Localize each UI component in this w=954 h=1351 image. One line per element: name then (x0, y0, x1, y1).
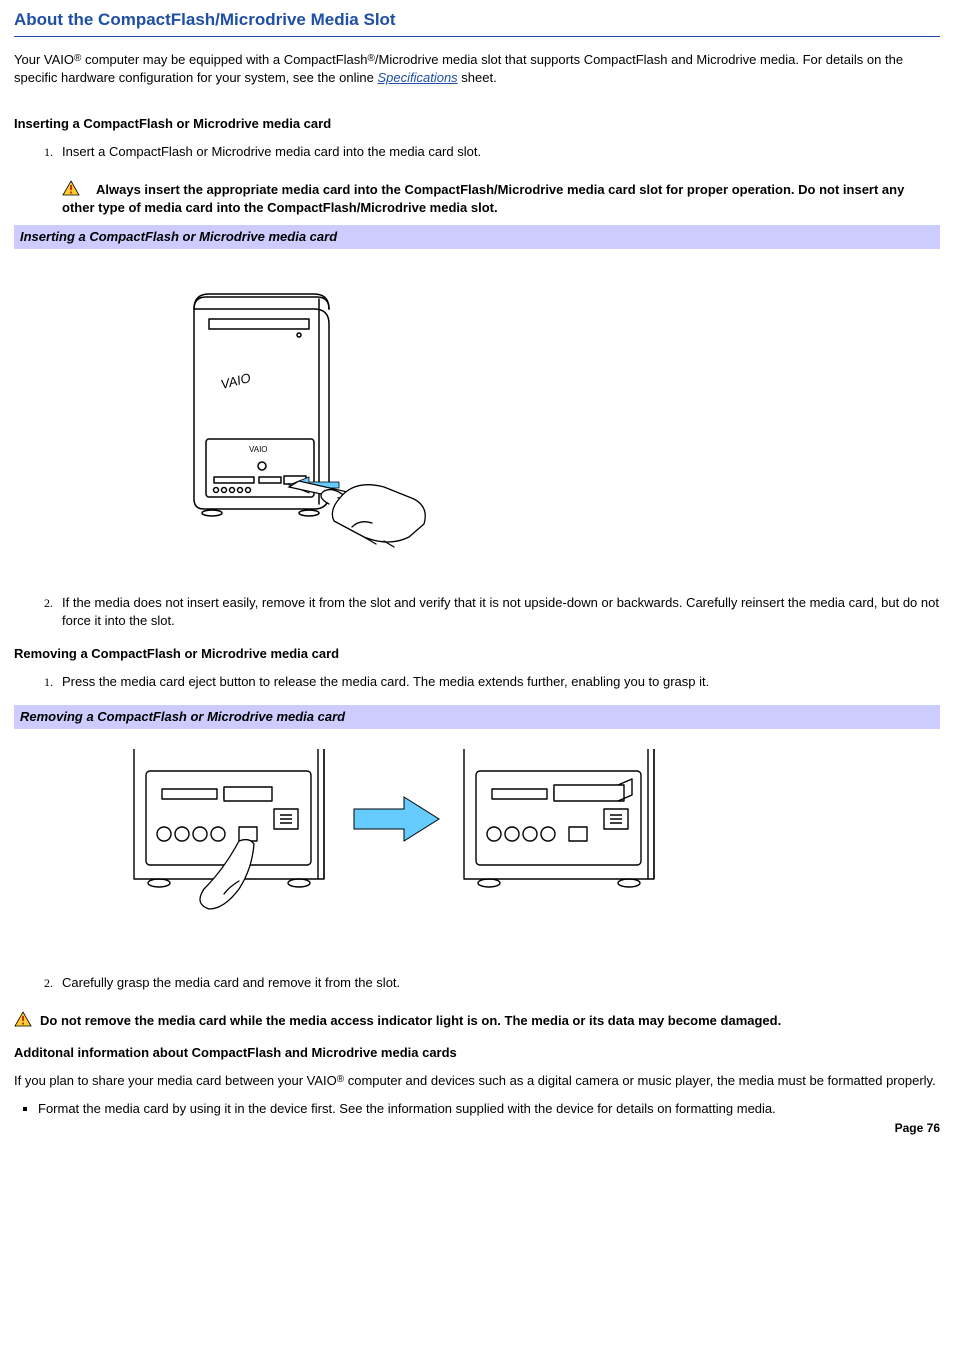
remove-warning-text: Do not remove the media card while the m… (40, 1013, 781, 1028)
insert-step-2: If the media does not insert easily, rem… (56, 594, 940, 630)
remove-figure-caption: Removing a CompactFlash or Microdrive me… (14, 705, 940, 729)
intro-paragraph: Your VAIO ® computer may be equipped with… (14, 51, 940, 87)
remove-step-2: Carefully grasp the media card and remov… (56, 974, 940, 992)
additional-bullets: Format the media card by using it in the… (14, 1100, 940, 1118)
remove-steps-2: Carefully grasp the media card and remov… (14, 974, 940, 992)
remove-figure (14, 749, 940, 944)
additional-text-a: If you plan to share your media card bet… (14, 1073, 337, 1088)
remove-heading: Removing a CompactFlash or Microdrive me… (14, 645, 940, 663)
intro-text-4: sheet. (458, 70, 497, 85)
warning-icon (14, 1011, 32, 1027)
page-number: Page 76 (14, 1120, 940, 1137)
remove-warning: Do not remove the media card while the m… (14, 1011, 940, 1030)
svg-text:VAIO: VAIO (249, 445, 268, 454)
page-title: About the CompactFlash/Microdrive Media … (14, 8, 940, 37)
specifications-link[interactable]: Specifications (377, 70, 457, 85)
remove-steps-1: Press the media card eject button to rel… (14, 673, 940, 691)
insert-warning-text: Always insert the appropriate media card… (62, 182, 904, 215)
additional-heading: Additonal information about CompactFlash… (14, 1044, 940, 1062)
remove-step-1: Press the media card eject button to rel… (56, 673, 940, 691)
intro-text-1: Your VAIO (14, 52, 74, 67)
insert-steps-2: If the media does not insert easily, rem… (14, 594, 940, 630)
warning-icon (62, 180, 80, 196)
registered-mark: ® (368, 53, 375, 64)
insert-heading: Inserting a CompactFlash or Microdrive m… (14, 115, 940, 133)
insert-step-1: Insert a CompactFlash or Microdrive medi… (56, 143, 940, 161)
additional-paragraph: If you plan to share your media card bet… (14, 1072, 940, 1090)
additional-text-b: computer and devices such as a digital c… (344, 1073, 936, 1088)
insert-steps-1: Insert a CompactFlash or Microdrive medi… (14, 143, 940, 161)
insert-warning: Always insert the appropriate media card… (62, 180, 940, 217)
intro-text-2: computer may be equipped with a CompactF… (81, 52, 367, 67)
insert-figure-caption: Inserting a CompactFlash or Microdrive m… (14, 225, 940, 249)
insert-figure: VAIO VAIO (14, 269, 940, 564)
svg-text:VAIO: VAIO (219, 370, 252, 392)
additional-bullet-1: Format the media card by using it in the… (38, 1100, 940, 1118)
